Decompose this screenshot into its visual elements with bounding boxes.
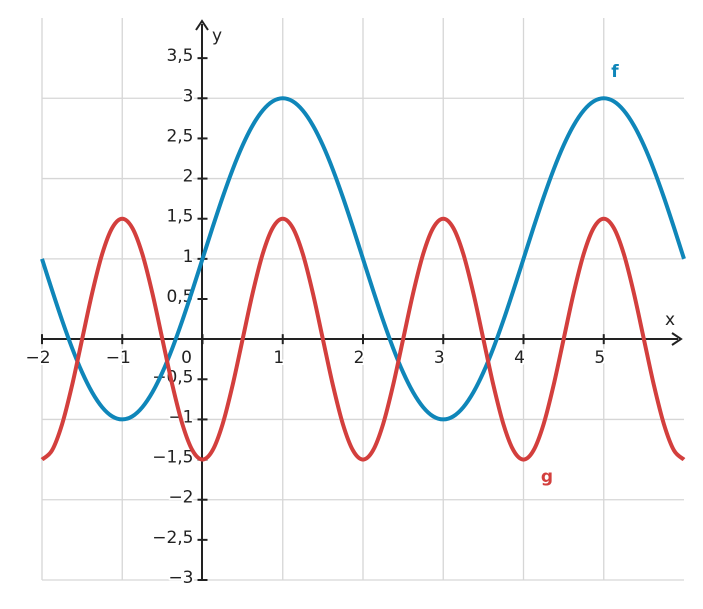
x-tick-label: 4: [514, 348, 525, 368]
grid: [41, 18, 684, 581]
y-tick-label: 2: [183, 167, 194, 187]
x-tick-label: 2: [354, 348, 365, 368]
y-tick-label: 1: [183, 247, 194, 267]
x-tick-label: 0: [181, 348, 192, 368]
x-tick-label: −2: [25, 348, 50, 368]
y-arrow: [195, 19, 209, 31]
y-tick-label: 1,5: [166, 207, 193, 227]
y-tick-label: 3,5: [166, 46, 193, 66]
x-tick-label: 5: [594, 348, 605, 368]
x-tick-label: 1: [273, 348, 284, 368]
line-g: [40, 216, 686, 462]
series-label: f: [611, 62, 619, 82]
x-tick-label: −1: [106, 348, 131, 368]
x-axis-label: x: [665, 310, 675, 330]
y-tick-label: 3: [183, 86, 194, 106]
y-tick-label: −2: [168, 488, 193, 508]
y-tick-label: −3: [168, 568, 193, 588]
x-tick-label: 3: [434, 348, 445, 368]
y-axis-label: y: [212, 26, 222, 46]
y-tick-label: −2,5: [152, 528, 193, 548]
y-tick-label: 2,5: [166, 126, 193, 146]
series-label: g: [541, 467, 553, 487]
x-arrow: [671, 332, 683, 346]
line-f: [40, 96, 686, 422]
y-tick-label: −1,5: [152, 448, 193, 468]
